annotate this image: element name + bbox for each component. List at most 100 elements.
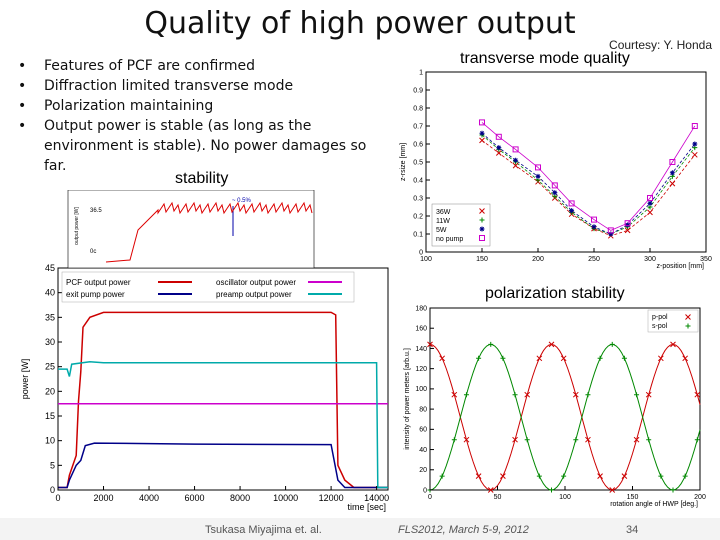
polarization-chart: 0 50 100 150 200 0 20 40 60 80 100 120 140 160 180 rota… xyxy=(404,305,706,508)
data-point xyxy=(495,150,502,156)
x-tick-label: 100 xyxy=(559,494,571,501)
data-point xyxy=(685,314,691,320)
data-point xyxy=(548,341,555,348)
y-tick-label: 35 xyxy=(45,312,55,322)
data-point xyxy=(682,473,688,479)
slide-title: Quality of high power output xyxy=(144,6,576,41)
data-point xyxy=(479,217,485,223)
data-point xyxy=(685,323,691,329)
data-point xyxy=(694,437,700,443)
data-point xyxy=(591,216,597,223)
data-point xyxy=(657,355,664,362)
series-line xyxy=(481,134,696,235)
y-tick-label: 0.8 xyxy=(413,105,423,112)
y-tick-label: 20 xyxy=(419,467,427,474)
data-point xyxy=(439,473,445,479)
legend-label: s-pol xyxy=(652,323,668,330)
x-tick-label: 150 xyxy=(476,256,488,263)
y-tick-label: 0.2 xyxy=(413,213,423,220)
inset-tick-label: 36.5 xyxy=(90,208,102,214)
bullet-item: Output power is stable (as long as the e… xyxy=(18,116,388,176)
x-tick-label: 50 xyxy=(494,494,502,501)
y-tick-label: 1 xyxy=(419,69,423,76)
data-point xyxy=(536,355,543,362)
series-line xyxy=(58,311,388,489)
data-point xyxy=(608,231,614,237)
footer-bar xyxy=(0,518,720,540)
x-tick-label: 200 xyxy=(694,494,706,501)
y-tick-label: 100 xyxy=(415,386,427,393)
y-tick-label: 60 xyxy=(419,427,427,434)
legend-label: 11W xyxy=(436,218,450,225)
y-axis-label: z-rsize [mm] xyxy=(400,143,407,181)
legend-label: preamp output power xyxy=(216,290,292,299)
y-tick-label: 180 xyxy=(415,305,427,312)
x-tick-label: 250 xyxy=(588,256,600,263)
data-point xyxy=(475,473,482,479)
data-point xyxy=(535,164,541,171)
x-tick-label: 300 xyxy=(644,256,656,263)
data-point xyxy=(624,227,631,234)
data-point xyxy=(488,341,494,347)
data-point xyxy=(479,208,485,214)
footer-page-number: 34 xyxy=(626,524,639,536)
y-tick-label: 0.5 xyxy=(413,159,423,166)
data-point xyxy=(512,392,518,398)
data-point xyxy=(658,473,664,479)
data-point xyxy=(487,487,494,493)
y-tick-label: 0 xyxy=(419,249,423,256)
bullet-item: Diffraction limited transverse mode xyxy=(18,76,388,96)
data-point xyxy=(568,200,575,207)
data-point xyxy=(495,133,502,140)
x-tick-label: 200 xyxy=(532,256,544,263)
x-tick-label: 8000 xyxy=(230,493,250,503)
power-stability-chart: 0 2000 4000 6000 8000 10000 12000 14000 0 5 10 15 20… xyxy=(20,190,389,512)
y-tick-label: 40 xyxy=(45,288,55,298)
legend-label: 36W xyxy=(436,209,451,216)
data-point xyxy=(479,235,485,241)
data-point xyxy=(647,209,653,216)
y-axis-label: intensity of power meters [arb.u.] xyxy=(404,348,411,450)
data-point xyxy=(500,355,506,361)
footer-event: FLS2012, March 5-9, 2012 xyxy=(398,524,529,536)
data-point xyxy=(597,473,603,479)
bullet-list: Features of PCF are confirmed Diffractio… xyxy=(18,56,388,176)
data-point xyxy=(496,145,502,151)
data-point xyxy=(561,473,567,479)
data-point xyxy=(694,391,701,398)
data-point xyxy=(536,473,542,479)
transverse-heading: transverse mode quality xyxy=(460,50,630,67)
data-point xyxy=(476,355,482,361)
data-point xyxy=(591,224,597,230)
data-point xyxy=(670,487,676,493)
x-tick-label: 100 xyxy=(420,256,432,263)
y-tick-label: 5 xyxy=(50,460,55,470)
bullet-item: Features of PCF are confirmed xyxy=(18,56,388,76)
data-point xyxy=(479,137,485,144)
polarization-heading: polarization stability xyxy=(485,285,625,302)
x-tick-label: 2000 xyxy=(94,493,114,503)
x-tick-label: 0 xyxy=(55,493,60,503)
y-axis-label: power [W] xyxy=(20,359,30,400)
data-point xyxy=(549,487,554,493)
legend-label: exit pump power xyxy=(66,290,125,299)
data-point xyxy=(512,162,519,169)
data-point xyxy=(573,437,579,443)
legend-label: no pump xyxy=(436,236,463,243)
x-tick-label: 0 xyxy=(428,494,432,501)
data-point xyxy=(585,436,591,443)
data-point xyxy=(572,391,579,398)
y-tick-label: 0.6 xyxy=(413,141,423,148)
transverse-mode-chart: 100 150 200 250 300 350 0 0.1 0.2 0.3 0.4 0.5 0.6 0.7… xyxy=(400,69,712,270)
legend-box xyxy=(61,271,355,303)
data-point xyxy=(535,173,541,179)
y-tick-label: 0.9 xyxy=(413,87,423,94)
chart-frame xyxy=(429,307,701,491)
x-tick-label: 350 xyxy=(700,256,712,263)
y-tick-label: 0.4 xyxy=(413,177,423,184)
y-tick-label: 45 xyxy=(45,263,55,273)
data-point xyxy=(551,182,558,189)
data-point xyxy=(645,391,652,398)
data-point xyxy=(552,190,558,196)
x-axis-label: rotation angle of HWP [deg.] xyxy=(610,501,698,508)
